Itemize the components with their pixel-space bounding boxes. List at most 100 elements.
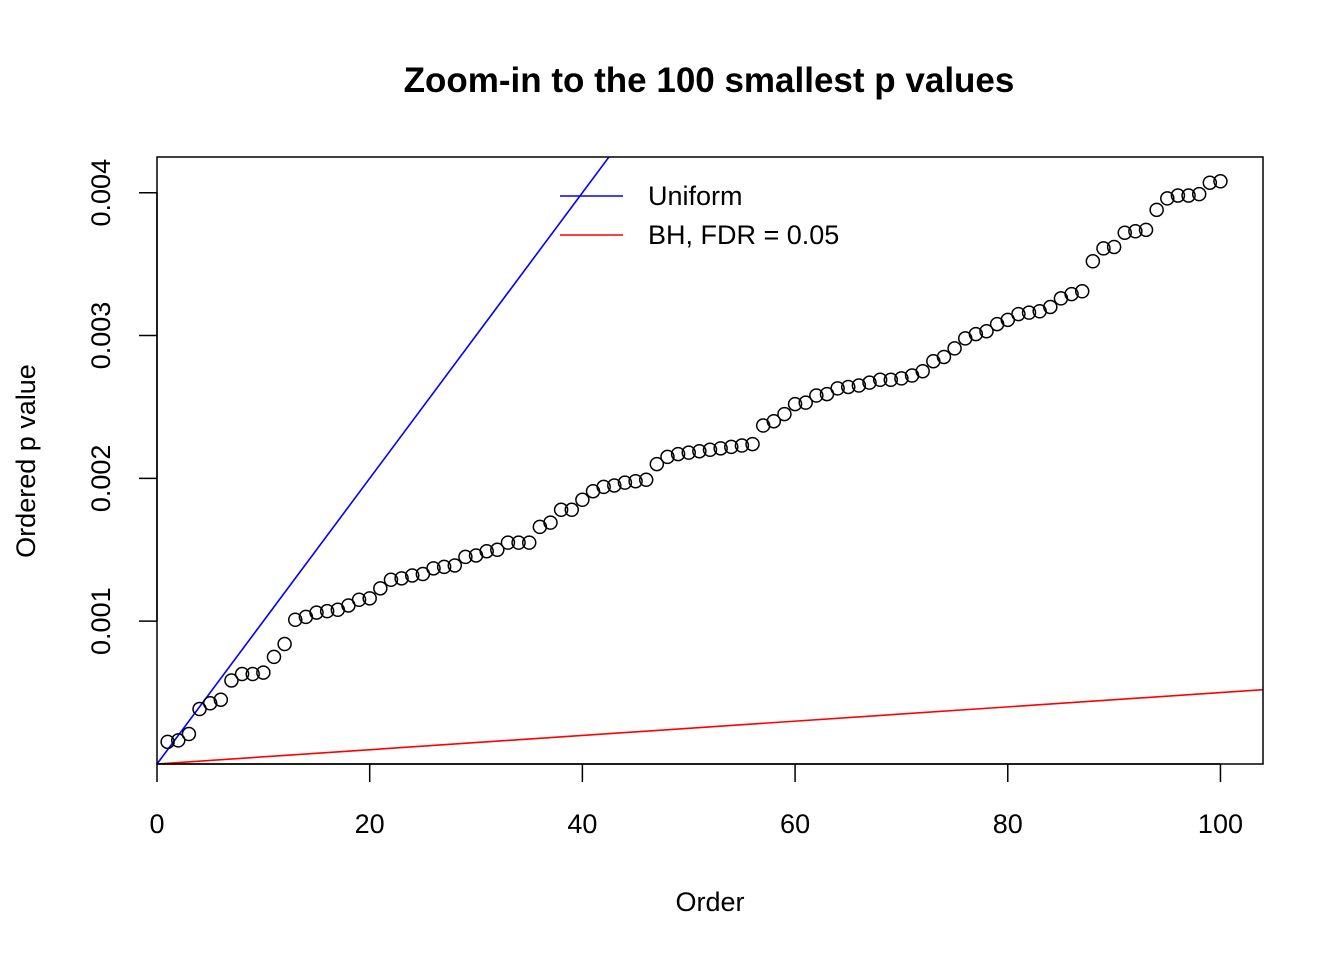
series-line-0 xyxy=(157,157,610,764)
data-point xyxy=(383,572,399,588)
data-point xyxy=(681,445,696,460)
data-point xyxy=(766,413,782,429)
data-point xyxy=(1074,284,1090,299)
data-point xyxy=(181,726,197,742)
data-point xyxy=(426,561,441,576)
data-points xyxy=(160,174,1228,750)
data-point xyxy=(1128,224,1143,239)
data-point xyxy=(607,478,622,493)
data-point xyxy=(1202,175,1218,190)
data-point xyxy=(1160,191,1175,206)
data-point xyxy=(160,734,175,750)
data-point xyxy=(1170,188,1186,203)
data-point xyxy=(936,349,952,365)
data-point xyxy=(213,692,229,707)
data-point xyxy=(1085,254,1101,269)
data-point xyxy=(883,372,899,388)
data-point xyxy=(266,649,282,665)
data-point xyxy=(915,363,930,379)
x-tick-label: 80 xyxy=(993,809,1023,839)
x-axis-label: Order xyxy=(675,887,744,917)
data-point xyxy=(404,568,420,583)
data-point xyxy=(670,446,686,462)
data-point xyxy=(830,381,845,396)
data-point xyxy=(872,372,888,388)
data-point xyxy=(224,673,239,688)
data-point xyxy=(777,406,792,422)
data-point xyxy=(841,379,856,395)
data-point xyxy=(745,436,760,452)
data-point xyxy=(500,535,516,550)
data-point xyxy=(649,456,665,472)
data-point xyxy=(617,475,633,490)
data-point xyxy=(724,439,739,455)
data-point xyxy=(787,396,803,412)
data-point xyxy=(947,341,962,356)
x-tick-label: 40 xyxy=(567,809,597,839)
data-point xyxy=(362,591,377,606)
data-point xyxy=(436,559,452,575)
data-point xyxy=(1021,305,1037,320)
data-point xyxy=(1181,188,1196,203)
data-point xyxy=(713,441,728,456)
data-point xyxy=(1149,202,1164,218)
y-tick-label: 0.002 xyxy=(86,445,116,513)
y-tick-label: 0.003 xyxy=(86,302,116,370)
data-point xyxy=(1213,174,1228,189)
legend-label: Uniform xyxy=(648,181,743,211)
data-point xyxy=(851,378,867,393)
data-point xyxy=(1106,239,1122,255)
x-tick-label: 100 xyxy=(1198,809,1243,839)
data-point xyxy=(1011,306,1026,322)
data-point xyxy=(809,388,824,403)
data-point xyxy=(702,442,718,458)
data-point xyxy=(351,592,367,608)
data-point xyxy=(575,492,590,508)
data-point xyxy=(1096,241,1111,256)
y-axis-label: Ordered p value xyxy=(11,364,41,558)
data-point xyxy=(1043,299,1058,315)
data-point xyxy=(1064,286,1079,302)
data-point xyxy=(564,502,579,518)
data-point xyxy=(458,549,473,565)
data-point xyxy=(202,696,218,711)
data-point xyxy=(288,612,303,627)
data-point xyxy=(309,605,324,620)
data-point xyxy=(245,666,260,682)
y-axis: 0.001 0.002 0.003 0.004 xyxy=(86,159,158,655)
data-point xyxy=(628,473,643,489)
data-point xyxy=(234,666,250,682)
legend: Uniform BH, FDR = 0.05 xyxy=(560,181,839,250)
data-point xyxy=(511,535,526,550)
data-point xyxy=(394,571,409,586)
data-point xyxy=(171,733,186,748)
x-tick-label: 20 xyxy=(355,809,385,839)
data-point xyxy=(553,502,569,518)
legend-label: BH, FDR = 0.05 xyxy=(648,220,839,250)
data-point xyxy=(862,375,877,390)
series-line-1 xyxy=(157,688,1263,764)
x-tick-label: 60 xyxy=(780,809,810,839)
y-tick-label: 0.004 xyxy=(86,159,116,227)
data-point xyxy=(521,535,537,550)
data-point xyxy=(490,542,505,558)
data-point xyxy=(660,449,675,465)
data-point xyxy=(638,472,654,488)
data-point xyxy=(894,371,909,386)
data-point xyxy=(373,581,388,596)
data-point xyxy=(596,479,611,495)
data-point xyxy=(1138,222,1154,238)
data-point xyxy=(734,438,750,453)
data-point xyxy=(1191,186,1207,202)
data-point xyxy=(692,443,707,459)
y-tick-label: 0.001 xyxy=(86,587,116,655)
chart-title: Zoom-in to the 100 smallest p values xyxy=(404,61,1015,100)
data-point xyxy=(1117,225,1132,240)
x-tick-label: 0 xyxy=(149,809,164,839)
data-point xyxy=(256,665,271,680)
data-point xyxy=(319,603,335,619)
data-point xyxy=(479,543,494,559)
data-point xyxy=(798,395,813,410)
series-lines xyxy=(157,157,1263,764)
